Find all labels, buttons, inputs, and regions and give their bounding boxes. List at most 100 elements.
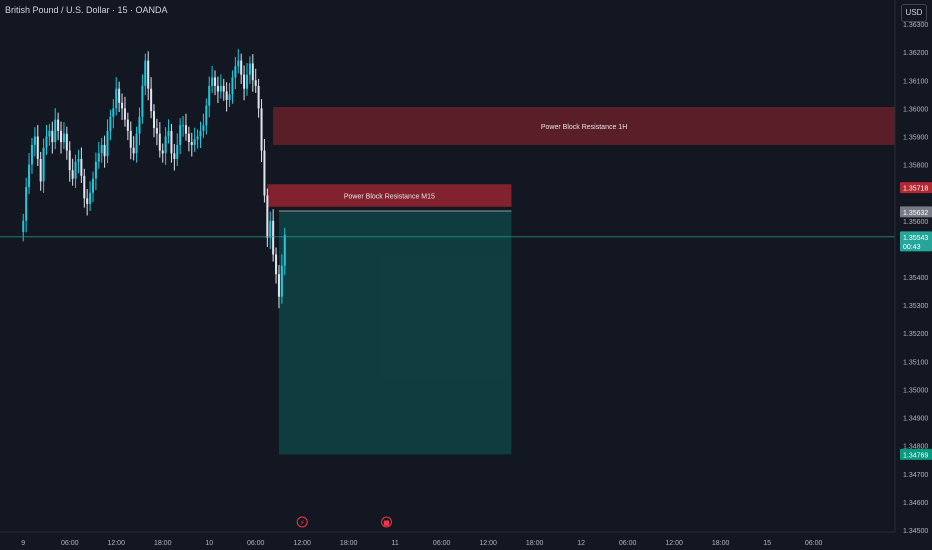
candle-body [228,94,231,100]
price-label-gray [900,206,932,218]
time-tick-label: 06:00 [433,540,451,547]
candle-body [57,119,60,131]
candle-body [106,130,109,157]
candle-body [42,147,45,182]
resistance-zone[interactable] [267,184,512,207]
time-tick-label: 9 [21,540,25,547]
candle-body [77,158,80,162]
price-label-text: 1.34769 [903,452,928,459]
countdown-text: 00:43 [903,244,921,251]
price-tick-label: 1.34700 [903,472,928,479]
candle-body [144,60,147,86]
price-tick-label: 1.36200 [903,50,928,57]
flag-event-icon-glyph: ■ [383,519,390,527]
candle-body [109,116,112,131]
time-tick-label: 12:00 [107,540,125,547]
candle-body [275,254,278,275]
candle-body [176,144,179,159]
candle-body [126,119,129,131]
candle-body [132,147,135,154]
candle-body [208,85,211,106]
price-tick-label: 1.34600 [903,500,928,507]
candle-body [234,66,237,78]
price-label-text: 1.35718 [903,186,928,193]
candle-body [97,153,100,162]
price-tick-label: 1.35800 [903,163,928,170]
candle-body [167,130,170,137]
candle-body [225,91,228,100]
candle-body [257,85,260,109]
time-tick-label: 12 [577,540,585,547]
candle-body [222,85,225,92]
price-tick-label: 1.36300 [903,22,928,29]
candle-body [54,119,57,143]
candle-body [283,234,286,266]
lightning-icon-glyph: ⚡ [300,519,305,527]
candle-body [260,108,263,151]
candle-body [94,161,97,179]
candle-body [245,74,249,89]
candle-body [141,85,144,117]
candle-body [115,88,118,109]
candle-body [277,274,280,297]
candle-body [22,220,25,233]
price-tick-label: 1.36000 [903,106,928,113]
time-tick-label: 06:00 [805,540,823,547]
price-tick-label: 1.36100 [903,78,928,85]
candle-body [266,195,269,238]
candle-body [80,158,83,176]
candle-body [263,150,266,196]
candle-body [30,144,33,165]
resistance-zone[interactable] [273,106,895,145]
candle-body [254,80,257,86]
candle-body [237,60,240,67]
candle-body [33,136,36,145]
candle-body [196,136,199,140]
time-tick-label: 18:00 [526,540,544,547]
candle-body [123,108,126,120]
candle-body [103,144,106,157]
candle-body [184,125,187,134]
lightning-icon[interactable] [296,516,308,528]
time-tick-label: 10 [205,540,213,547]
price-label-green [900,448,932,460]
price-tick-label: 1.35900 [903,134,928,141]
candle-body [155,128,158,134]
candle-body [39,158,42,182]
candle-body [86,198,89,204]
price-tick-label: 1.35000 [903,387,928,394]
candle-body [65,133,68,151]
price-tick-label: 1.35100 [903,359,928,366]
candle-body [240,60,243,75]
candle-body [280,265,283,297]
candle-body [25,187,28,221]
candle-body [199,130,202,137]
flag-event-icon[interactable] [380,516,392,528]
candle-body [147,60,150,89]
candle-body [121,102,124,109]
candle-body [28,164,31,188]
candle-body [150,88,153,112]
price-tick-label: 1.34800 [903,444,928,451]
price-tick-label: 1.35400 [903,275,928,282]
time-tick-label: 06:00 [247,540,265,547]
candle-body [74,161,77,179]
candle-body [138,116,141,134]
time-tick-label: 18:00 [712,540,730,547]
price-tick-label: 1.35600 [903,219,928,226]
candle-body [272,220,275,255]
candle-body [45,136,48,148]
target-zone[interactable] [278,210,512,455]
time-tick-label: 12:00 [665,540,683,547]
candle-body [91,178,95,193]
candle-body [36,136,39,159]
candle-body [202,125,205,131]
candle-body [216,85,219,92]
candle-body [269,220,272,238]
price-label-text: 1.35632 [903,210,928,217]
candle-body [219,85,222,92]
currency-button[interactable]: USD [901,4,927,22]
candle-body [251,63,254,81]
price-label-text: 1.35543 [903,235,928,242]
